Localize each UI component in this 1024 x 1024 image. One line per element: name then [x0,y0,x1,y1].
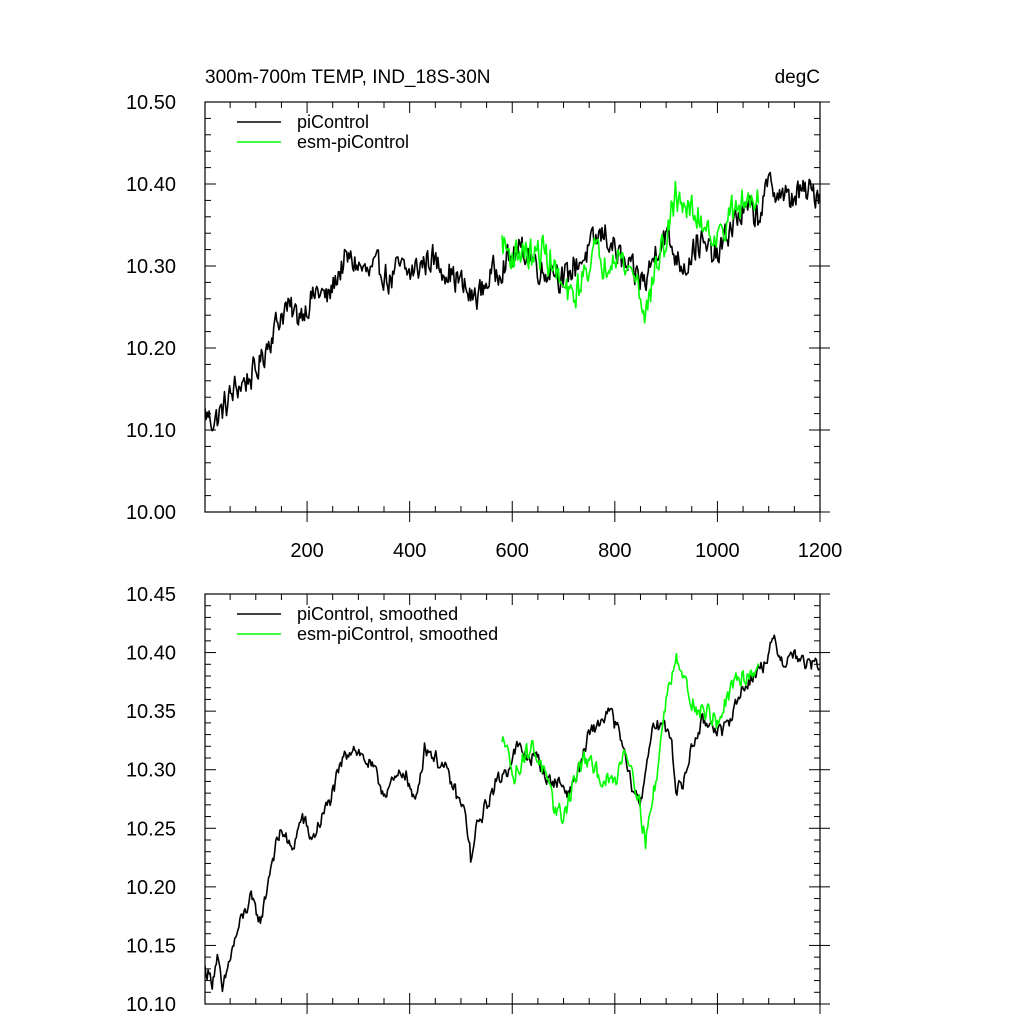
legend-label: esm-piControl, smoothed [297,624,498,644]
units-label: degC [775,67,820,88]
legend-label: piControl, smoothed [297,604,458,624]
series-line-picontrol-smoothed [205,634,820,993]
y-tick-label: 10.35 [126,701,176,723]
series-line-esm-picontrol [501,180,760,324]
bottom-panel: 10.10 10.15 10.20 10.25 10.30 10.35 10.40 10.45… [126,584,830,1016]
plot-frame [204,101,821,513]
x-tick-label: 800 [598,540,631,562]
series-line-picontrol [205,171,820,432]
series-line-esm-picontrol-smoothed [501,652,760,850]
legend-label: piControl [297,112,369,132]
y-tick-label: 10.25 [126,818,176,840]
y-tick-label: 10.20 [126,338,176,360]
y-tick-label: 10.30 [126,760,176,782]
chart-title: 300m-700m TEMP, IND_18S-30N [205,67,490,88]
x-tick-label: 1000 [695,540,740,562]
y-tick-label: 10.40 [126,174,176,196]
y-tick-label: 10.00 [126,502,176,524]
y-tick-label: 10.30 [126,256,176,278]
top-panel: 200 400 600 800 1000 1200 10.00 10.10 10.20 10.30… [126,92,842,562]
y-tick-label: 10.20 [126,877,176,899]
legend-label: esm-piControl [297,132,409,152]
x-tick-label: 400 [393,540,426,562]
y-tick-label: 10.40 [126,643,176,665]
y-tick-label: 10.10 [126,420,176,442]
x-tick-label: 600 [496,540,529,562]
y-tick-label: 10.45 [126,584,176,606]
y-tick-label: 10.10 [126,994,176,1016]
x-tick-label: 1200 [798,540,843,562]
x-tick-label: 200 [290,540,323,562]
plot-frame [204,593,821,1005]
y-tick-label: 10.50 [126,92,176,114]
y-tick-label: 10.15 [126,935,176,957]
